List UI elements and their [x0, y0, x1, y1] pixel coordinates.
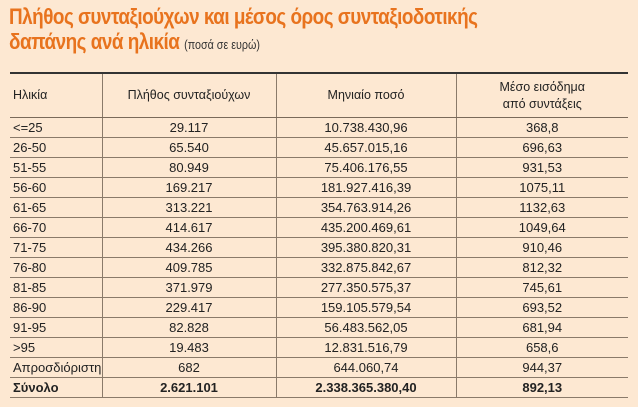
total-row: Σύνολο 2.621.101 2.338.365.380,40 892,13	[10, 377, 628, 398]
cell-count: 80.949	[101, 157, 276, 178]
cell-count: 19.483	[101, 337, 276, 358]
cell-monthly-amount: 159.105.579,54	[275, 297, 456, 318]
table-row: 76-80 409.785 332.875.842,67 812,32	[10, 257, 628, 278]
cell-average-income: 681,94	[455, 317, 628, 338]
cell-monthly-amount: 332.875.842,67	[275, 257, 456, 278]
title-line-1: Πλήθος συνταξιούχων και μέσος όρος συντα…	[9, 4, 478, 29]
cell-age: 56-60	[10, 177, 102, 198]
table-row: 26-50 65.540 45.657.015,16 696,63	[10, 137, 628, 158]
table-row: 51-55 80.949 75.406.176,55 931,53	[10, 157, 628, 178]
cell-monthly-amount: 10.738.430,96	[275, 117, 456, 138]
currency-note: (ποσά σε ευρώ)	[184, 38, 260, 52]
cell-count: 82.828	[101, 317, 276, 338]
cell-count: 313.221	[101, 197, 276, 218]
cell-age: 51-55	[10, 157, 102, 178]
cell-monthly-amount: 277.350.575,37	[275, 277, 456, 298]
table-row: 71-75 434.266 395.380.820,31 910,46	[10, 237, 628, 258]
cell-monthly-amount: 45.657.015,16	[275, 137, 456, 158]
cell-average-income: 1049,64	[455, 217, 628, 238]
cell-average-income: 931,53	[455, 157, 628, 178]
table-row: 86-90 229.417 159.105.579,54 693,52	[10, 297, 628, 318]
cell-average-income: 812,32	[455, 257, 628, 278]
cell-age: 91-95	[10, 317, 102, 338]
table-row: 56-60 169.217 181.927.416,39 1075,11	[10, 177, 628, 198]
cell-average-income: 693,52	[455, 297, 628, 318]
cell-age: Απροσδιόριστη	[10, 357, 102, 378]
table-row: 66-70 414.617 435.200.469,61 1049,64	[10, 217, 628, 238]
total-average-income: 892,13	[455, 377, 628, 398]
cell-count: 414.617	[101, 217, 276, 238]
table-row: 81-85 371.979 277.350.575,37 745,61	[10, 277, 628, 298]
cell-monthly-amount: 75.406.176,55	[275, 157, 456, 178]
cell-age: 81-85	[10, 277, 102, 298]
cell-average-income: 696,63	[455, 137, 628, 158]
cell-average-income: 944,37	[455, 357, 628, 378]
total-age: Σύνολο	[10, 377, 102, 398]
cell-age: 26-50	[10, 137, 102, 158]
cell-count: 409.785	[101, 257, 276, 278]
cell-monthly-amount: 644.060,74	[275, 357, 456, 378]
total-count: 2.621.101	[101, 377, 276, 398]
cell-count: 169.217	[101, 177, 276, 198]
table-row: <=25 29.117 10.738.430,96 368,8	[10, 117, 628, 138]
pensioners-table: Ηλικία Πλήθος συνταξιούχων Μηνιαίο ποσό …	[10, 72, 628, 398]
cell-monthly-amount: 56.483.562,05	[275, 317, 456, 338]
cell-average-income: 658,6	[455, 337, 628, 358]
header-count: Πλήθος συνταξιούχων	[101, 73, 276, 118]
cell-average-income: 745,61	[455, 277, 628, 298]
table-row: Απροσδιόριστη 682 644.060,74 944,37	[10, 357, 628, 378]
table-row: 91-95 82.828 56.483.562,05 681,94	[10, 317, 628, 338]
header-age: Ηλικία	[10, 73, 102, 118]
cell-count: 29.117	[101, 117, 276, 138]
cell-monthly-amount: 12.831.516,79	[275, 337, 456, 358]
cell-age: <=25	[10, 117, 102, 138]
cell-monthly-amount: 435.200.469,61	[275, 217, 456, 238]
cell-average-income: 368,8	[455, 117, 628, 138]
cell-average-income: 1075,11	[455, 177, 628, 198]
header-monthly-amount: Μηνιαίο ποσό	[275, 73, 456, 118]
cell-age: 86-90	[10, 297, 102, 318]
cell-age: 76-80	[10, 257, 102, 278]
table-row: >95 19.483 12.831.516,79 658,6	[10, 337, 628, 358]
cell-count: 434.266	[101, 237, 276, 258]
cell-monthly-amount: 181.927.416,39	[275, 177, 456, 198]
page-title: Πλήθος συνταξιούχων και μέσος όρος συντα…	[9, 4, 478, 58]
cell-count: 65.540	[101, 137, 276, 158]
cell-monthly-amount: 354.763.914,26	[275, 197, 456, 218]
cell-count: 229.417	[101, 297, 276, 318]
title-line-2: δαπάνης ανά ηλικία	[9, 29, 180, 54]
cell-count: 682	[101, 357, 276, 378]
cell-age: >95	[10, 337, 102, 358]
cell-average-income: 1132,63	[455, 197, 628, 218]
total-monthly-amount: 2.338.365.380,40	[275, 377, 456, 398]
cell-age: 71-75	[10, 237, 102, 258]
cell-count: 371.979	[101, 277, 276, 298]
header-average-income: Μέσο εισόδημα από συντάξεις	[455, 73, 628, 118]
cell-monthly-amount: 395.380.820,31	[275, 237, 456, 258]
table-row: 61-65 313.221 354.763.914,26 1132,63	[10, 197, 628, 218]
cell-age: 61-65	[10, 197, 102, 218]
cell-average-income: 910,46	[455, 237, 628, 258]
cell-age: 66-70	[10, 217, 102, 238]
header-row: Ηλικία Πλήθος συνταξιούχων Μηνιαίο ποσό …	[10, 73, 628, 118]
